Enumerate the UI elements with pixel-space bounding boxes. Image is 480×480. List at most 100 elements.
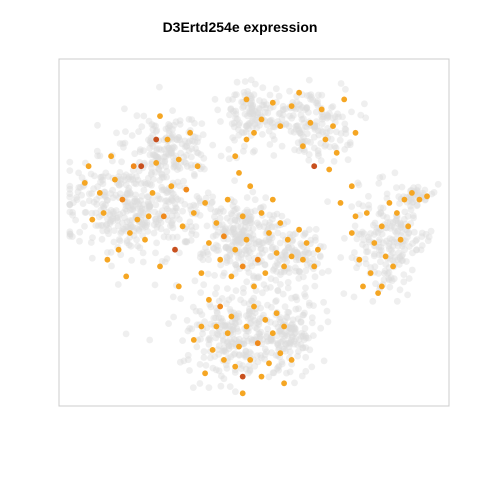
background-cell-point [242,78,249,85]
background-cell-point [210,315,217,322]
background-cell-point [333,129,340,136]
background-cell-point [274,340,281,347]
background-cell-point [180,178,187,185]
background-cell-point [97,179,104,186]
background-cell-point [224,285,231,292]
background-cell-point [230,351,237,358]
background-cell-point [267,239,274,246]
background-cell-point [197,380,204,387]
background-cell-point [263,101,270,108]
expressing-cell-point [262,317,268,323]
background-cell-point [81,223,88,230]
expressing-cell-point [398,237,404,243]
expressing-cell-point [240,213,246,219]
background-cell-point [139,193,146,200]
background-cell-point [366,236,373,243]
background-cell-point [390,257,397,264]
background-cell-point [317,252,324,259]
expressing-cell-point [247,183,253,189]
background-cell-point [312,273,319,280]
expressing-cell-point [281,380,287,386]
background-cell-point [193,308,200,315]
background-cell-point [285,285,292,292]
background-cell-point [279,213,286,220]
background-cell-point [266,212,273,219]
expressing-cell-point [277,350,283,356]
expressing-cell-point [232,153,238,159]
background-cell-point [256,274,263,281]
background-cell-point [239,227,246,234]
background-cell-point [177,359,184,366]
background-cell-point [299,373,306,380]
background-cell-point [140,250,147,257]
background-cell-point [170,314,177,321]
background-cell-point [152,250,159,257]
expressing-cell-point [221,357,227,363]
background-cell-point [169,107,176,114]
expressing-cell-point [232,364,238,370]
expressing-cell-point [138,163,144,169]
background-cell-point [113,130,120,137]
expressing-cell-point [236,344,242,350]
background-cell-point [210,244,217,251]
expressing-cell-point [112,177,118,183]
background-cell-point [150,176,157,183]
background-cell-point [312,126,319,133]
expressing-cell-point [259,117,265,123]
background-cell-point [129,132,136,139]
background-cell-point [298,112,305,119]
background-cell-point [108,263,115,270]
background-cell-point [331,158,338,165]
background-cell-point [203,362,210,369]
expressing-cell-point [131,163,137,169]
background-cell-point [216,367,223,374]
background-cell-point [227,106,234,113]
background-cell-point [181,158,188,165]
background-cell-point [122,128,129,135]
background-cell-point [286,88,293,95]
background-cell-point [325,268,332,275]
background-cell-point [267,253,274,260]
expressing-cell-point [390,264,396,270]
expressing-cell-point [255,257,261,263]
expressing-cell-point [199,324,205,330]
background-cell-point [298,330,305,337]
background-cell-point [320,114,327,121]
background-cell-point [357,112,364,119]
background-cell-point [274,365,281,372]
expressing-cell-point [206,240,212,246]
expressing-cell-point [180,223,186,229]
background-cell-point [164,188,171,195]
expressing-cell-point [244,324,250,330]
expressing-cell-point [349,230,355,236]
background-cell-point [91,173,98,180]
background-cell-point [283,120,290,127]
background-cell-point [205,271,212,278]
background-cell-point [308,364,315,371]
background-cell-point [259,84,266,91]
background-cell-point [286,113,293,120]
background-cell-point [235,310,242,317]
background-cell-point [306,346,313,353]
background-cell-point [218,153,225,160]
background-cell-point [348,109,355,116]
background-cell-point [128,257,135,264]
background-cell-point [394,298,401,305]
expressing-cell-point [217,257,223,263]
background-cell-point [315,150,322,157]
background-cell-point [319,269,326,276]
background-cell-point [167,223,174,230]
expressing-cell-point [417,197,423,203]
background-cell-point [338,80,345,87]
expressing-cell-point [274,250,280,256]
background-cell-point [170,208,177,215]
background-cell-point [152,123,159,130]
background-cell-point [376,247,383,254]
expressing-cell-point [82,180,88,186]
background-cell-point [197,336,204,343]
background-cell-point [129,206,136,213]
background-cell-point [376,174,383,181]
background-cell-point [152,201,159,208]
background-cell-point [179,208,186,215]
expressing-cell-point [240,390,246,396]
